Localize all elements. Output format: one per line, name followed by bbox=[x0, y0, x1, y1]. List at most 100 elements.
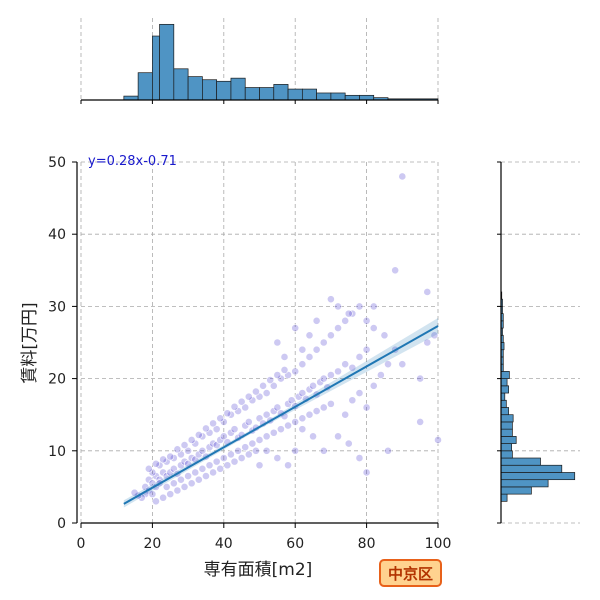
data-point bbox=[384, 360, 392, 369]
y-tick-label: 50 bbox=[48, 155, 66, 171]
data-point bbox=[362, 345, 371, 354]
data-point bbox=[355, 389, 364, 397]
data-point bbox=[180, 482, 189, 491]
data-point bbox=[198, 446, 207, 455]
data-point bbox=[205, 461, 214, 470]
y-tick-label: 0 bbox=[57, 516, 66, 532]
regression-line bbox=[123, 325, 439, 505]
x-hist-bar bbox=[316, 92, 332, 101]
data-point bbox=[159, 493, 168, 502]
y-hist-bar bbox=[500, 371, 510, 379]
data-point bbox=[252, 387, 260, 396]
y-axis-label: 賃料[万円] bbox=[20, 302, 40, 383]
data-point bbox=[194, 431, 203, 439]
y-hist-bar bbox=[500, 385, 509, 394]
x-tick-label: 40 bbox=[215, 536, 233, 552]
data-point bbox=[212, 457, 221, 466]
data-point bbox=[391, 266, 400, 275]
data-point bbox=[355, 353, 364, 361]
data-point bbox=[198, 464, 207, 473]
data-point bbox=[152, 459, 160, 468]
data-point bbox=[262, 446, 271, 455]
x-marginal-histogram bbox=[80, 18, 439, 104]
y-hist-bar bbox=[500, 472, 576, 481]
y-hist-bar bbox=[500, 414, 514, 423]
y-hist-bar bbox=[500, 493, 508, 502]
data-point bbox=[334, 324, 342, 332]
data-point bbox=[166, 452, 175, 461]
data-point bbox=[280, 366, 289, 374]
y-hist-bar bbox=[500, 443, 512, 452]
data-point bbox=[298, 389, 307, 397]
data-point bbox=[319, 403, 328, 412]
x-hist-bar bbox=[259, 87, 275, 101]
data-point bbox=[180, 441, 189, 449]
scatter-plot: 0 20 40 60 80 100 0 10 20 30 40 50 y=0.28x-0.71 専有… bbox=[20, 154, 451, 580]
data-point bbox=[430, 331, 439, 340]
data-point bbox=[298, 414, 307, 423]
data-point bbox=[177, 475, 185, 484]
y-tick-label: 20 bbox=[48, 372, 66, 388]
data-point bbox=[269, 381, 278, 390]
data-point bbox=[416, 374, 425, 383]
data-point bbox=[298, 360, 307, 369]
data-point bbox=[244, 392, 253, 401]
x-hist-bar bbox=[187, 76, 203, 101]
data-point bbox=[344, 309, 353, 318]
data-point bbox=[376, 371, 385, 379]
x-hist-bar bbox=[202, 79, 218, 101]
x-hist-bar bbox=[287, 88, 303, 101]
x-hist-bar bbox=[216, 80, 232, 101]
data-point bbox=[184, 472, 192, 480]
data-point bbox=[326, 371, 335, 379]
x-axis-ticks: 0 20 40 60 80 100 bbox=[77, 523, 452, 552]
x-tick-label: 100 bbox=[425, 536, 452, 552]
data-point bbox=[216, 464, 225, 473]
y-marginal-grid bbox=[501, 161, 580, 524]
data-point bbox=[230, 425, 239, 434]
data-point bbox=[244, 450, 253, 459]
y-tick-label: 10 bbox=[48, 444, 66, 460]
y-hist-bar bbox=[500, 464, 563, 473]
data-point bbox=[241, 403, 250, 412]
confidence-band bbox=[123, 318, 438, 508]
x-hist-bar bbox=[273, 84, 289, 101]
data-point bbox=[326, 399, 335, 408]
data-point bbox=[230, 457, 239, 466]
y-hist-bar bbox=[500, 428, 513, 437]
y-axis-ticks: 0 10 20 30 40 50 bbox=[48, 155, 77, 532]
data-point bbox=[209, 419, 217, 428]
data-point bbox=[255, 436, 264, 444]
data-point bbox=[248, 439, 257, 448]
data-point bbox=[291, 418, 300, 426]
data-point bbox=[298, 345, 307, 354]
data-point bbox=[362, 468, 371, 477]
data-point bbox=[273, 403, 282, 412]
data-point bbox=[326, 295, 335, 304]
data-point bbox=[219, 432, 228, 441]
x-hist-bar bbox=[173, 68, 189, 101]
data-point bbox=[144, 464, 153, 473]
data-point bbox=[362, 403, 371, 412]
data-point bbox=[305, 410, 314, 419]
data-point bbox=[341, 410, 350, 419]
data-point bbox=[152, 497, 160, 506]
data-point bbox=[284, 421, 292, 430]
regression-equation: y=0.28x-0.71 bbox=[88, 154, 177, 169]
x-tick-label: 80 bbox=[358, 536, 376, 552]
data-point bbox=[230, 402, 239, 411]
data-point bbox=[326, 331, 335, 340]
data-point bbox=[369, 324, 378, 332]
y-tick-label: 40 bbox=[48, 227, 66, 243]
data-point bbox=[187, 479, 196, 488]
data-point bbox=[209, 468, 217, 477]
data-point bbox=[173, 486, 182, 495]
data-point bbox=[262, 389, 271, 397]
x-hist-bar bbox=[330, 92, 346, 101]
data-point bbox=[173, 445, 182, 454]
data-point bbox=[369, 381, 378, 390]
x-hist-bar bbox=[301, 88, 317, 101]
data-point bbox=[319, 374, 328, 383]
data-point bbox=[344, 439, 353, 448]
data-point bbox=[298, 425, 307, 434]
